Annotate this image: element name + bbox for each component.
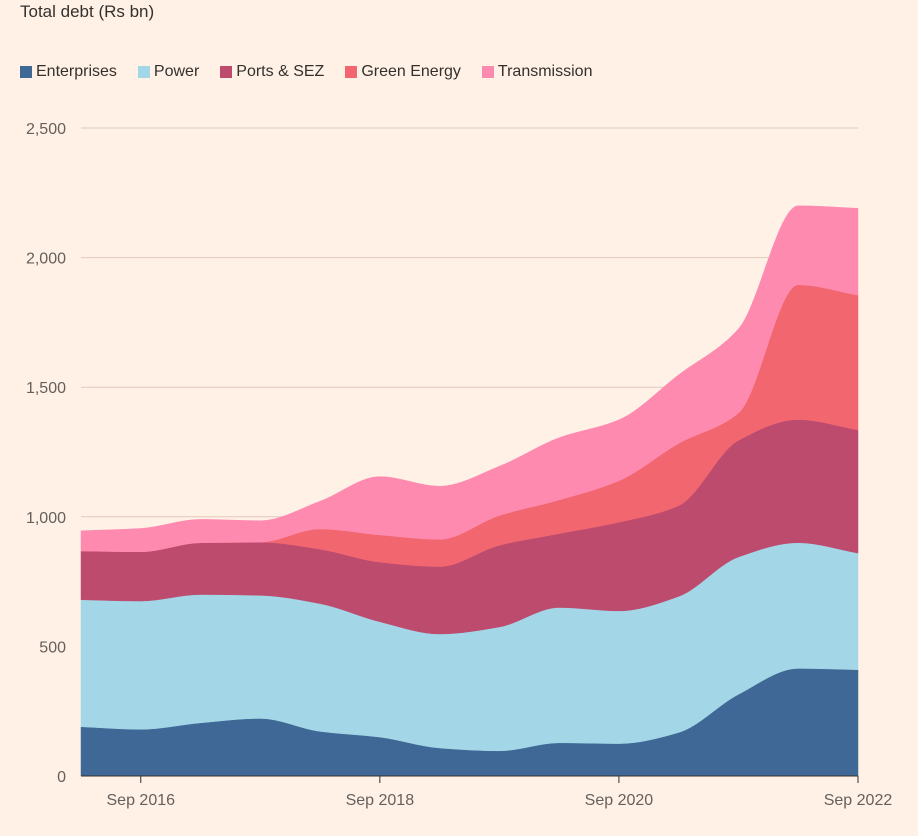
legend-label-power: Power bbox=[153, 63, 200, 80]
legend-item-power: Power bbox=[137, 63, 200, 81]
x-tick-label-sep-2018: Sep 2018 bbox=[346, 792, 415, 809]
area-series-group bbox=[80, 205, 859, 777]
y-tick-label-2500: 2,500 bbox=[26, 121, 66, 138]
chart-title: Total debt (Rs bn) bbox=[20, 2, 155, 21]
legend-swatch-green-energy bbox=[345, 66, 358, 78]
x-tick-label-sep-2020: Sep 2020 bbox=[585, 792, 654, 809]
legend: Enterprises Power Ports & SEZ Green Ener… bbox=[20, 63, 613, 81]
y-tick-label-1000: 1,000 bbox=[26, 510, 66, 527]
x-tick-label-sep-2016: Sep 2016 bbox=[107, 792, 176, 809]
legend-item-ports-sez: Ports & SEZ bbox=[220, 63, 324, 81]
legend-label-enterprises: Enterprises bbox=[36, 63, 117, 80]
y-tick-label-2000: 2,000 bbox=[26, 251, 66, 268]
x-tick-label-sep-2022: Sep 2022 bbox=[824, 792, 893, 809]
legend-item-green-energy: Green Energy bbox=[345, 63, 461, 81]
legend-item-enterprises: Enterprises bbox=[20, 63, 117, 81]
y-tick-label-0: 0 bbox=[57, 769, 66, 786]
legend-item-transmission: Transmission bbox=[481, 63, 593, 81]
axes: Sep 2016 Sep 2018 Sep 2020 Sep 2022 bbox=[81, 775, 893, 809]
area-series-transmission bbox=[80, 205, 859, 553]
legend-swatch-enterprises bbox=[20, 66, 32, 78]
y-tick-label-1500: 1,500 bbox=[26, 380, 66, 397]
legend-label-green-energy: Green Energy bbox=[361, 63, 461, 80]
legend-label-transmission: Transmission bbox=[497, 63, 593, 80]
y-tick-label-500: 500 bbox=[39, 639, 66, 656]
legend-swatch-transmission bbox=[481, 66, 494, 78]
legend-label-ports-sez: Ports & SEZ bbox=[236, 63, 325, 80]
legend-swatch-power bbox=[137, 66, 150, 78]
legend-swatch-ports-sez bbox=[220, 66, 233, 78]
